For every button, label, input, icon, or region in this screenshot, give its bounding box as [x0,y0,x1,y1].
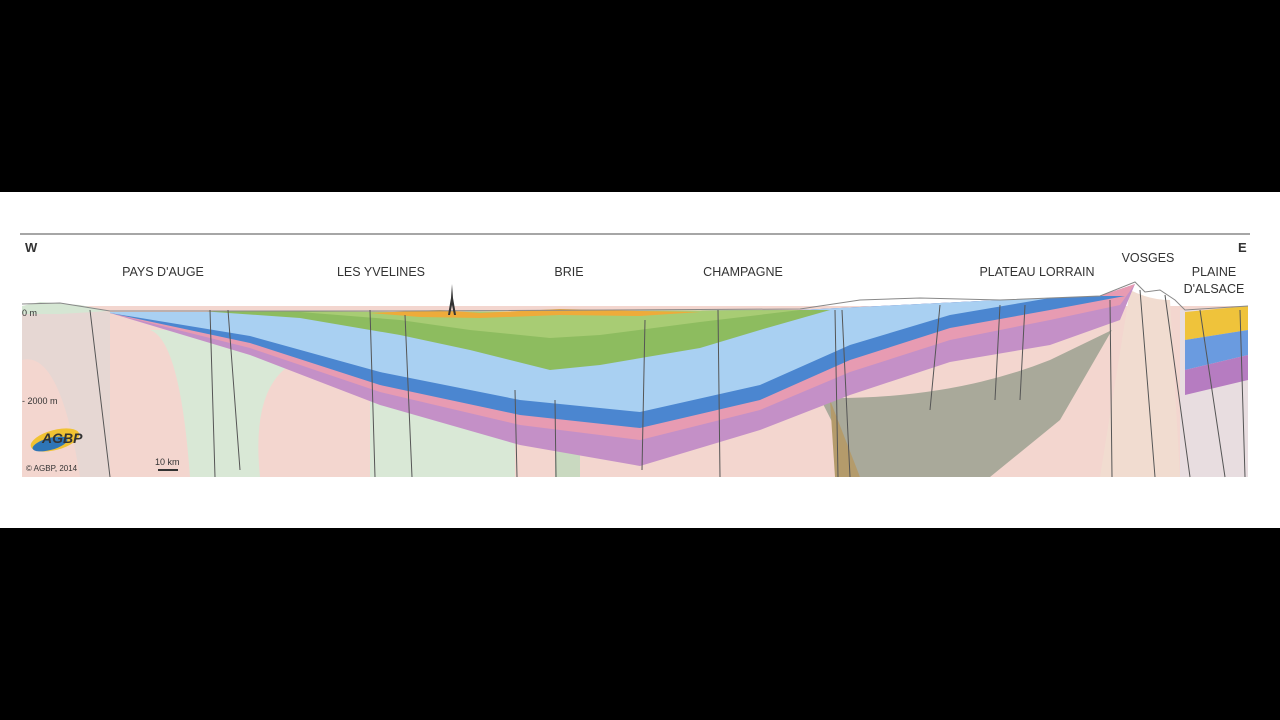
compass-west: W [25,240,38,255]
logo-swoosh [32,436,68,452]
vosges-basement [1100,290,1180,477]
layer-orange [370,309,700,318]
basement-left [22,306,110,477]
topography [21,281,1249,312]
gray-formation [820,330,1112,477]
region-label: D'ALSACE [1184,282,1245,296]
faults [89,289,1246,478]
region-label: BRIE [554,265,583,279]
green-basement [150,330,300,477]
copyright: © AGBP, 2014 [26,464,78,473]
graben-blue [1185,330,1248,370]
region-label: PLATEAU LORRAIN [979,265,1094,279]
green-basement [555,450,580,477]
region-label: CHAMPAGNE [703,265,783,279]
depth-label: - 2000 m [22,396,58,406]
region-label: LES YVELINES [337,265,425,279]
eiffel-tower [448,284,456,315]
region-label: VOSGES [1122,251,1175,265]
graben-purple [1185,355,1248,395]
surface-strip [22,302,110,314]
compass-east: E [1238,240,1247,255]
scale-label: 10 km [155,457,180,467]
region-label: PLAINE [1192,265,1236,279]
depth-label: 0 m [22,308,37,318]
region-label: PAYS D'AUGE [122,265,204,279]
logo-text: AGBP [41,430,83,446]
